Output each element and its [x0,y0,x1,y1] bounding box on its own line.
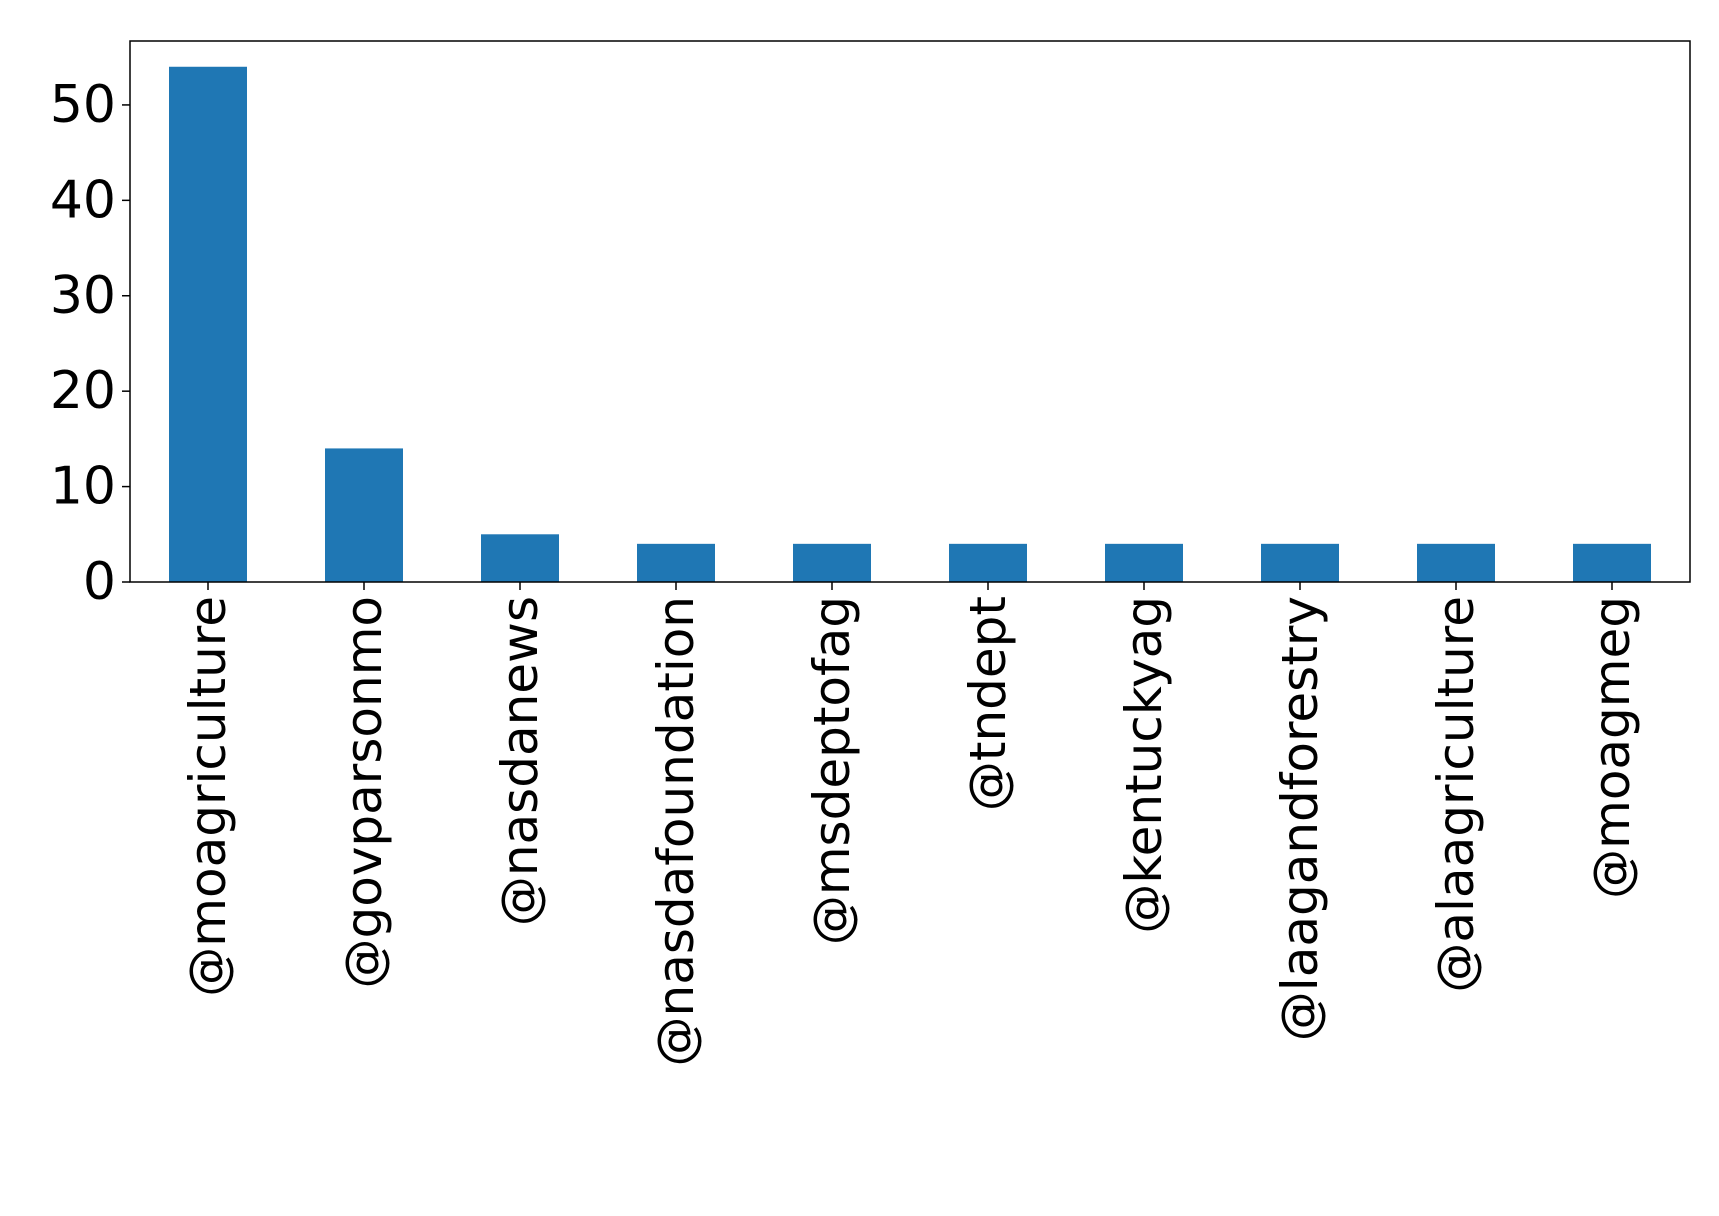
bar-nasdafoundation [637,543,715,582]
x-axis: @moagriculture @govparsonmo @nasdanews @nas… [179,582,1641,1066]
x-tick-label: @laagandforestry [1271,596,1329,1041]
y-tick-label: 20 [50,361,116,421]
bar-moagriculture [169,66,247,582]
bar-laagandforestry [1261,543,1339,582]
x-tick-label: @nasdafoundation [647,596,705,1066]
x-tick-label: @moagmeg [1583,596,1641,899]
x-tick-label: @govparsonmo [335,596,393,988]
x-tick-label: @nasdanews [491,596,549,926]
x-tick-label: @alaagriculture [1427,596,1485,993]
x-tick-label: @msdeptofag [803,596,861,945]
plot-frame [129,40,1691,583]
bars-group [169,66,1651,582]
y-tick-label: 10 [50,457,116,517]
bar-kentuckyag [1105,543,1183,582]
x-tick-label: @kentuckyag [1115,596,1173,934]
bar-govparsonmo [325,448,403,582]
bar-moagmeg [1573,543,1651,582]
bar-nasdanews [481,534,559,582]
y-tick-label: 30 [50,266,116,326]
bar-tndept [949,543,1027,582]
y-tick-label: 40 [50,170,116,230]
y-tick-label: 0 [83,552,116,612]
x-tick-label: @tndept [959,596,1017,811]
x-tick-label: @moagriculture [179,596,237,997]
y-tick-label: 50 [50,75,116,135]
bar-alaagriculture [1417,543,1495,582]
y-axis: 0 10 20 30 40 50 [50,75,130,612]
bar-msdeptofag [793,543,871,582]
